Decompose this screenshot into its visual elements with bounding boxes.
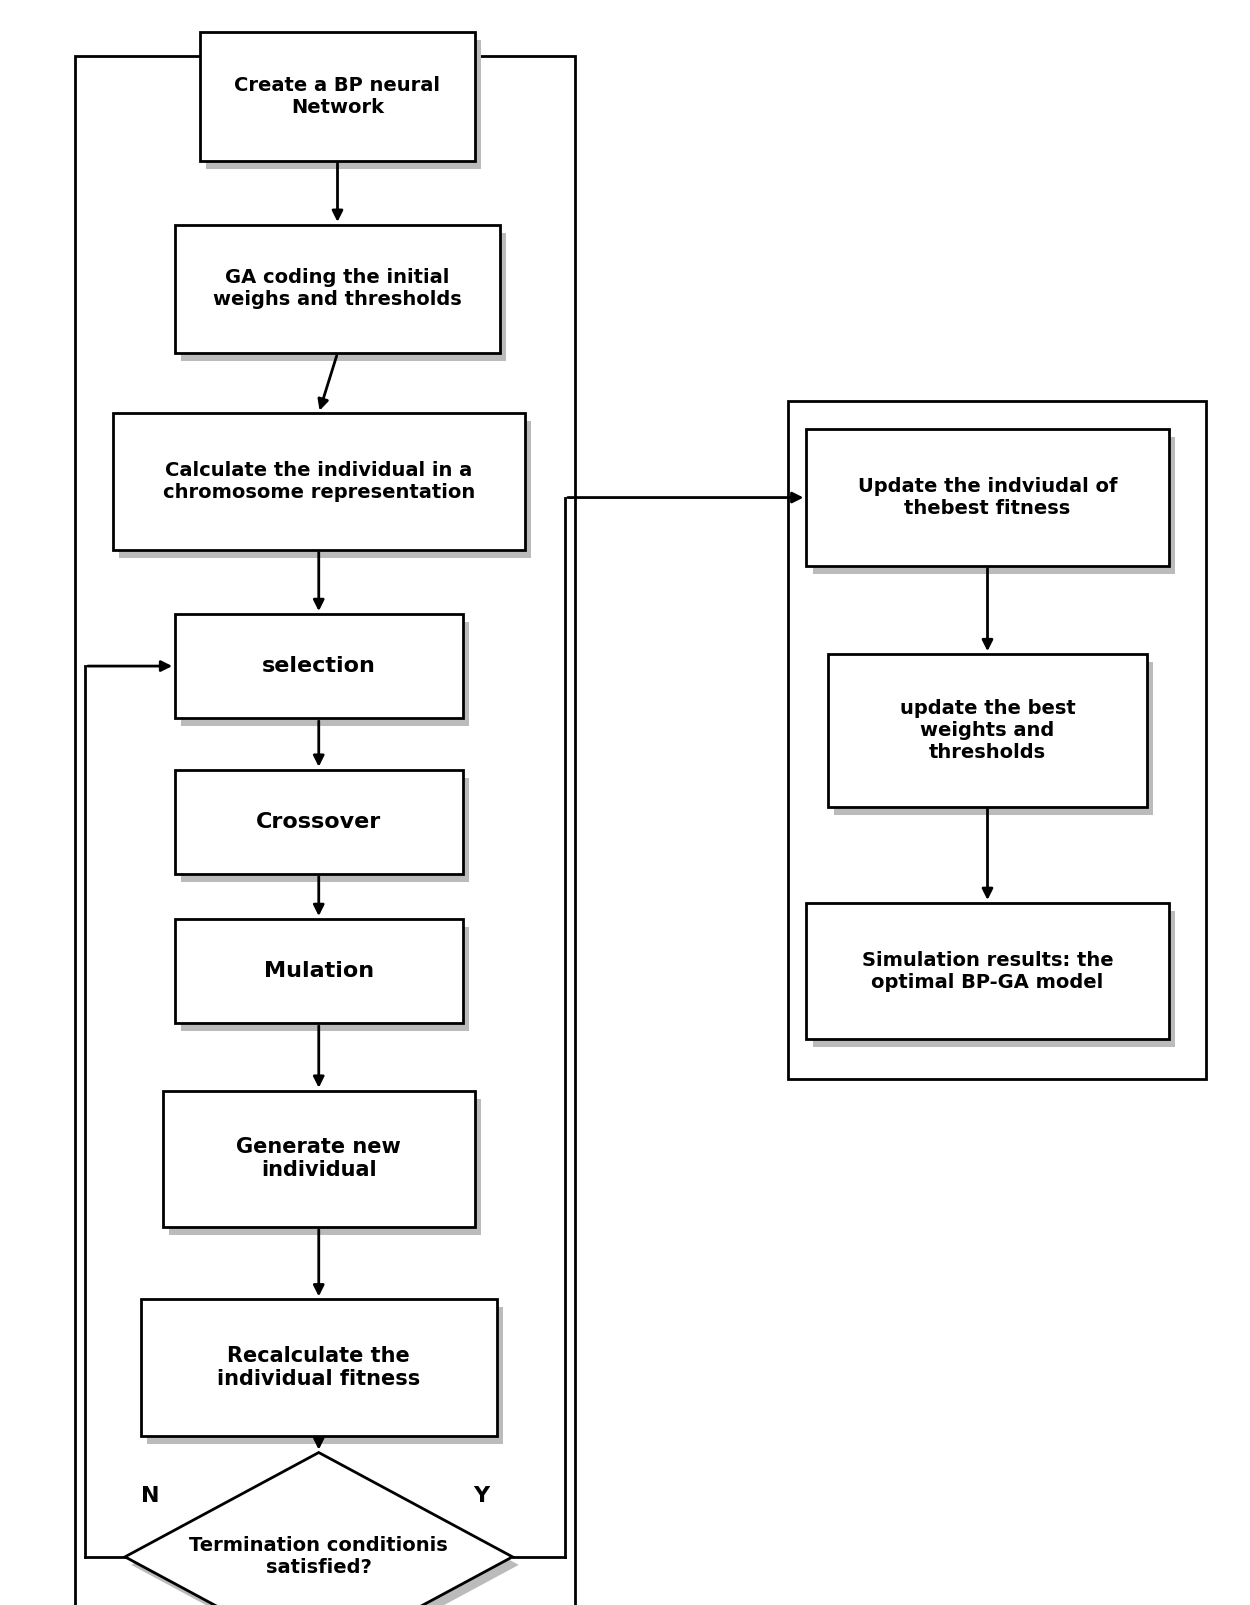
FancyBboxPatch shape xyxy=(829,655,1148,806)
Text: Y: Y xyxy=(474,1486,489,1505)
FancyBboxPatch shape xyxy=(175,225,500,353)
FancyBboxPatch shape xyxy=(181,233,506,361)
Text: N: N xyxy=(141,1486,159,1505)
Text: Update the indviudal of
thebest fitness: Update the indviudal of thebest fitness xyxy=(858,477,1118,518)
FancyBboxPatch shape xyxy=(175,918,462,1024)
FancyBboxPatch shape xyxy=(806,902,1169,1040)
FancyBboxPatch shape xyxy=(148,1306,503,1444)
Text: GA coding the initial
weighs and thresholds: GA coding the initial weighs and thresho… xyxy=(213,268,462,310)
Text: selection: selection xyxy=(261,656,376,676)
Polygon shape xyxy=(125,1453,512,1605)
FancyBboxPatch shape xyxy=(812,438,1175,575)
FancyBboxPatch shape xyxy=(181,926,469,1030)
FancyBboxPatch shape xyxy=(812,910,1175,1046)
Text: Crossover: Crossover xyxy=(256,812,381,831)
Text: Simulation results: the
optimal BP-GA model: Simulation results: the optimal BP-GA mo… xyxy=(861,950,1114,992)
Text: Termination conditionis
satisfied?: Termination conditionis satisfied? xyxy=(190,1536,449,1578)
Text: Create a BP neural
Network: Create a BP neural Network xyxy=(235,75,440,117)
Text: Mulation: Mulation xyxy=(264,961,374,981)
FancyBboxPatch shape xyxy=(112,414,525,549)
FancyBboxPatch shape xyxy=(175,770,462,873)
FancyBboxPatch shape xyxy=(206,40,481,169)
FancyBboxPatch shape xyxy=(175,615,462,719)
FancyBboxPatch shape xyxy=(141,1300,496,1435)
Text: Generate new
individual: Generate new individual xyxy=(236,1138,401,1180)
Text: Calculate the individual in a
chromosome representation: Calculate the individual in a chromosome… xyxy=(162,461,475,502)
FancyBboxPatch shape xyxy=(181,777,469,883)
FancyBboxPatch shape xyxy=(162,1091,475,1226)
FancyBboxPatch shape xyxy=(119,421,531,557)
FancyBboxPatch shape xyxy=(200,32,475,160)
FancyBboxPatch shape xyxy=(169,1098,481,1236)
FancyBboxPatch shape xyxy=(835,661,1154,814)
Text: update the best
weights and
thresholds: update the best weights and thresholds xyxy=(900,698,1075,762)
Polygon shape xyxy=(131,1461,519,1605)
Text: Recalculate the
individual fitness: Recalculate the individual fitness xyxy=(217,1347,420,1388)
FancyBboxPatch shape xyxy=(806,430,1169,567)
FancyBboxPatch shape xyxy=(181,621,469,725)
